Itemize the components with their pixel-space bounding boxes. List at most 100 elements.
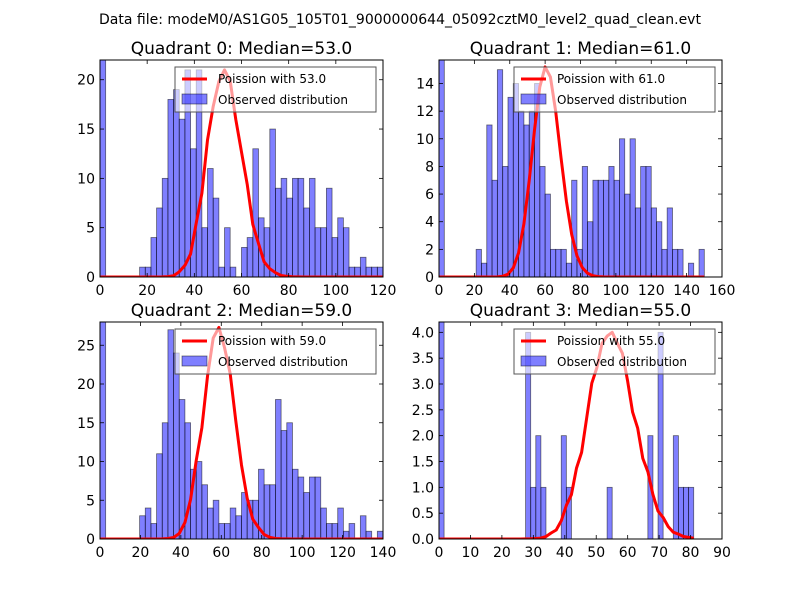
histogram-bar [325, 523, 333, 539]
histogram-bar [661, 248, 668, 277]
poisson-curve [439, 65, 705, 277]
histogram-bar [269, 128, 276, 277]
x-tick-label: 20 [465, 283, 483, 299]
histogram-bar [156, 207, 163, 277]
x-tick-label: 80 [280, 283, 298, 299]
y-tick-label: 0 [86, 532, 95, 548]
legend-box [174, 328, 377, 375]
histogram-bar [292, 177, 299, 277]
x-tick-label: 40 [172, 545, 190, 561]
histogram-bar [173, 89, 180, 277]
histogram-bar [544, 193, 551, 277]
y-tick-label: 15 [77, 416, 95, 432]
histogram-bar [280, 177, 288, 277]
legend-observed-swatch [181, 93, 208, 105]
x-tick-label: 0 [96, 545, 105, 561]
histogram-bar [195, 461, 203, 539]
histogram-bar [560, 435, 567, 539]
x-tick-label: 0 [435, 283, 444, 299]
y-tick-label: 10 [77, 455, 95, 471]
histogram-bar [201, 484, 208, 539]
histogram-bar [161, 422, 169, 539]
histogram-bar [481, 262, 488, 277]
histogram-bar [314, 227, 322, 277]
histogram-bar [144, 507, 152, 539]
histogram-bar [309, 177, 316, 277]
histogram-bar [314, 476, 322, 539]
histogram-bar [606, 486, 613, 539]
legend-poisson-label: Poission with 61.0 [557, 72, 665, 86]
poisson-curve [439, 330, 694, 539]
histogram-bar [275, 187, 282, 277]
legend-observed-swatch [520, 355, 547, 367]
histogram-bar [303, 207, 310, 277]
histogram-bar [530, 486, 537, 539]
axes-frame [99, 321, 384, 540]
legend: Poission with 61.0 Observed distribution [513, 66, 716, 113]
histogram-bar [507, 96, 514, 277]
x-tick-label: 60 [536, 283, 554, 299]
x-tick-label: 10 [462, 545, 480, 561]
histogram-bar [359, 256, 367, 277]
histogram-bar [565, 262, 573, 277]
histogram-bar [365, 530, 373, 539]
histogram-bar [263, 484, 271, 539]
histogram-bar [337, 217, 344, 277]
x-tick-label: 90 [713, 545, 731, 561]
legend: Poission with 55.0 Observed distribution [513, 328, 716, 375]
histogram-bar [687, 262, 695, 277]
x-tick-label: 60 [619, 545, 637, 561]
x-tick-label: 70 [650, 545, 668, 561]
legend-box [513, 328, 716, 375]
y-tick-label: 10 [416, 132, 434, 148]
histogram-bar [150, 523, 158, 539]
histogram-bar [280, 430, 288, 539]
histogram-bar [678, 486, 684, 539]
histogram-bar [645, 166, 652, 277]
y-tick-label: 14 [416, 76, 434, 92]
x-tick-label: 0 [435, 545, 444, 561]
histogram-bar [229, 266, 237, 277]
legend-poisson-label: Poission with 53.0 [218, 72, 326, 86]
x-tick-label: 100 [603, 283, 630, 299]
histogram-bar [212, 197, 220, 277]
poisson-curve [100, 325, 383, 539]
x-tick-label: 100 [289, 545, 316, 561]
y-tick-label: 8 [425, 159, 434, 175]
y-tick-label: 0 [425, 270, 434, 286]
y-tick-label: 6 [425, 187, 434, 203]
x-tick-label: 60 [212, 545, 230, 561]
histogram-bar [629, 138, 636, 277]
histogram-bar [100, 60, 107, 277]
histogram-bar [613, 179, 620, 277]
histogram-bar [252, 148, 259, 277]
histogram-bar [224, 227, 231, 277]
legend-observed-swatch [181, 355, 208, 367]
histogram-bar [603, 179, 610, 277]
histogram-bar [297, 177, 305, 277]
x-tick-label: 140 [673, 283, 700, 299]
figure-suptitle: Data file: modeM0/AS1G05_105T01_90000006… [99, 12, 701, 28]
legend: Poission with 53.0 Observed distribution [174, 66, 377, 113]
histogram-bar [656, 221, 663, 277]
histogram-bar [320, 227, 327, 277]
histogram-bar [150, 237, 158, 277]
histogram-bar [167, 329, 174, 539]
legend-poisson-label: Poission with 55.0 [557, 334, 665, 348]
legend-observed-swatch [520, 93, 547, 105]
histogram-bar [439, 322, 445, 539]
panel-quadrant-3: 0 10 20 30 40 50 60 70 80 90 0.0 0.5 1.0 1.5 2.0 2.5 3.0… [412, 301, 731, 561]
histogram-bar [348, 523, 356, 539]
x-tick-label: 80 [572, 283, 590, 299]
histogram-bar [241, 247, 248, 277]
histogram-bar [325, 187, 333, 277]
y-tick-label: 20 [77, 377, 95, 393]
y-tick-label: 25 [77, 338, 95, 354]
histogram-bar [331, 523, 339, 539]
y-tick-label: 2.5 [412, 403, 434, 419]
histogram-bar [359, 515, 367, 539]
histogram-bar [201, 227, 208, 277]
y-tick-label: 20 [77, 73, 95, 89]
poisson-curve [100, 68, 383, 277]
